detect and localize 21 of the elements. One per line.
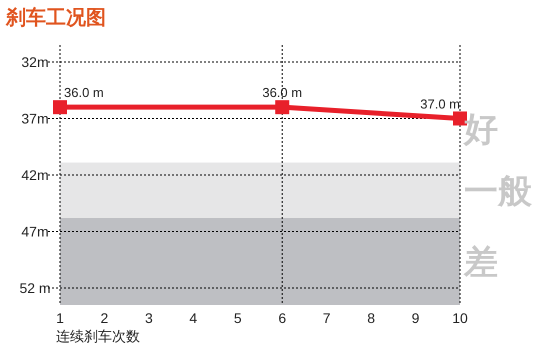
y-tick-label: 42m [21,167,49,183]
chart-title: 刹车工况图 [5,6,106,29]
data-label: 37.0 m [420,96,460,112]
text: 好 [462,112,498,149]
x-tick-label: 10 [452,310,468,326]
data-label: 36.0 m [262,85,302,100]
y-tick-label: 52 m [19,280,51,296]
x-tick-label: 9 [412,310,420,326]
y-tick-label: 37m [21,110,49,126]
data-label: 36.0 m [64,85,104,100]
x-axis-title: 连续刹车次数 [56,328,140,344]
x-tick-label: 7 [322,310,331,326]
x-tick-label: 5 [234,310,242,326]
x-tick-label: 4 [189,310,198,326]
x-tick-label: 3 [144,310,153,326]
x-tick-label: 2 [100,310,109,326]
x-tick-label: 1 [56,310,64,326]
y-tick-label: 32m [21,54,49,70]
y-tick-label: 47m [21,224,49,240]
x-tick-label: 6 [278,310,286,326]
x-tick-label: 8 [367,310,376,326]
